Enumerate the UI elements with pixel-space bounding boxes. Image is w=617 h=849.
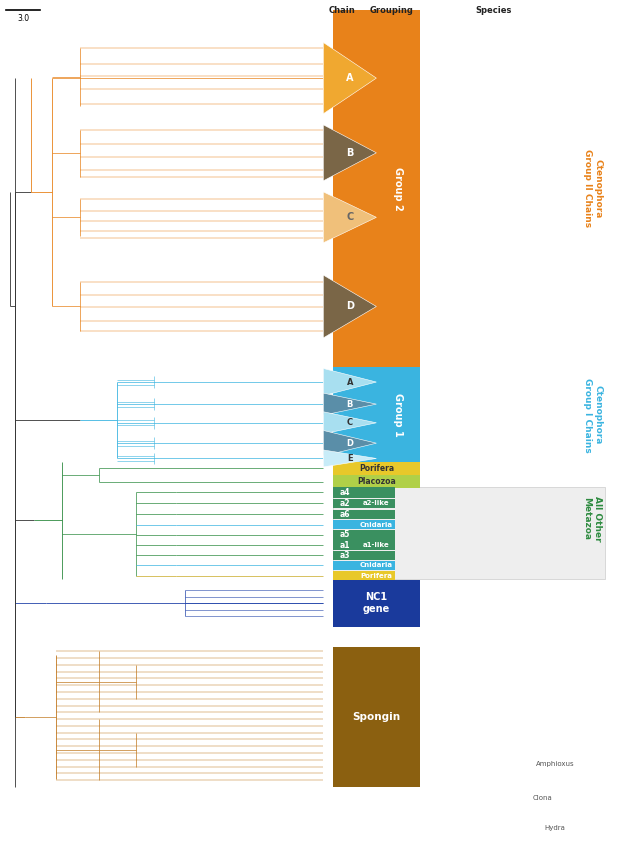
Bar <box>357 561 395 571</box>
Text: Group 2: Group 2 <box>393 166 403 211</box>
Polygon shape <box>323 450 376 467</box>
Bar <box>333 10 376 367</box>
Text: Ctenophora
Group I Chains: Ctenophora Group I Chains <box>582 378 602 453</box>
Bar <box>357 530 395 540</box>
Bar <box>333 580 420 627</box>
Bar <box>333 475 420 488</box>
Polygon shape <box>323 192 376 243</box>
Bar <box>357 571 395 581</box>
Bar <box>333 551 357 560</box>
Text: Ctenophora
Group II Chains: Ctenophora Group II Chains <box>582 149 602 228</box>
Bar <box>333 499 357 508</box>
Bar <box>357 499 395 508</box>
Text: Spongin: Spongin <box>353 712 400 722</box>
Polygon shape <box>323 125 376 181</box>
Bar <box>333 509 357 520</box>
Text: D: D <box>346 301 354 312</box>
Text: Amphioxus: Amphioxus <box>536 761 574 767</box>
Text: Species: Species <box>476 6 511 15</box>
Bar <box>357 487 395 498</box>
Polygon shape <box>323 368 376 396</box>
Text: Chain: Chain <box>329 6 356 15</box>
Text: a3: a3 <box>339 551 350 559</box>
Text: B: B <box>346 148 354 158</box>
Bar <box>333 647 420 787</box>
Text: Porifera: Porifera <box>359 464 394 473</box>
Text: a2-like: a2-like <box>363 500 389 507</box>
Text: 3.0: 3.0 <box>17 14 29 24</box>
Bar <box>357 541 395 550</box>
Bar <box>375 367 420 463</box>
Text: Hydra: Hydra <box>545 824 566 831</box>
Text: C: C <box>347 419 353 427</box>
Text: Group 1: Group 1 <box>393 393 403 437</box>
Text: C: C <box>346 212 354 222</box>
Text: a6: a6 <box>339 510 350 519</box>
Text: Cnidaria: Cnidaria <box>360 562 392 569</box>
Text: a2: a2 <box>339 499 350 508</box>
Text: E: E <box>347 454 353 463</box>
Polygon shape <box>323 430 376 456</box>
Text: A: A <box>347 378 353 386</box>
Text: Ciona: Ciona <box>533 795 553 801</box>
Polygon shape <box>323 393 376 415</box>
Bar <box>375 10 420 367</box>
Text: All Other
Metazoa: All Other Metazoa <box>582 496 602 542</box>
Text: a5: a5 <box>340 531 350 539</box>
Text: a1-like: a1-like <box>363 542 389 548</box>
Bar <box>333 367 376 463</box>
Text: a1: a1 <box>339 541 350 549</box>
Bar <box>333 520 357 530</box>
Bar <box>333 561 357 571</box>
Text: a4: a4 <box>339 488 350 497</box>
Polygon shape <box>323 412 376 434</box>
Text: NC1
gene: NC1 gene <box>363 593 391 614</box>
Bar <box>333 462 420 475</box>
Text: B: B <box>347 400 353 408</box>
Bar <box>357 520 395 530</box>
Bar <box>333 487 605 579</box>
Text: Porifera: Porifera <box>360 572 392 579</box>
Polygon shape <box>323 42 376 114</box>
Bar <box>357 509 395 520</box>
Text: Placozoa: Placozoa <box>357 477 396 486</box>
Text: A: A <box>346 73 354 83</box>
Text: Cnidaria: Cnidaria <box>360 521 392 528</box>
Bar <box>333 541 357 550</box>
Bar <box>333 571 357 581</box>
Text: Grouping: Grouping <box>370 6 414 15</box>
Polygon shape <box>323 275 376 338</box>
Bar <box>333 487 357 498</box>
Text: D: D <box>346 439 354 447</box>
Bar <box>357 551 395 560</box>
Bar <box>333 530 357 540</box>
